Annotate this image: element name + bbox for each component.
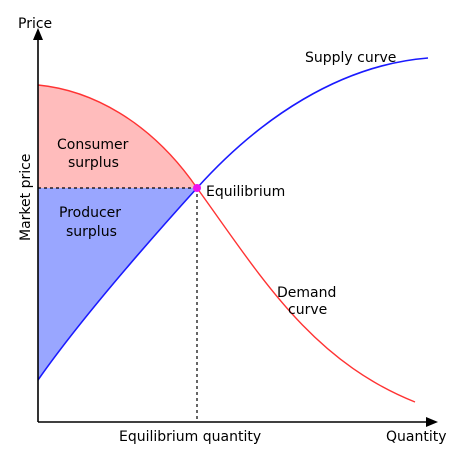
consumer-surplus-label-line2: surplus <box>68 155 119 171</box>
demand-curve-label-line1: Demand <box>277 285 336 301</box>
y-axis-arrow <box>33 28 43 40</box>
equilibrium-label: Equilibrium <box>206 184 285 200</box>
y-axis-label: Price <box>18 16 52 32</box>
supply-curve-label: Supply curve <box>305 50 396 66</box>
market-price-label: Market price <box>18 154 34 241</box>
equilibrium-quantity-label: Equilibrium quantity <box>119 429 261 445</box>
consumer-surplus-area <box>38 85 197 188</box>
producer-surplus-label-line2: surplus <box>66 224 117 240</box>
x-axis-arrow <box>426 417 438 427</box>
demand-curve <box>37 84 416 403</box>
consumer-surplus-label-line1: Consumer <box>57 137 129 153</box>
demand-curve-label-line2: curve <box>288 302 327 318</box>
x-axis-label: Quantity <box>386 429 447 445</box>
producer-surplus-area <box>38 188 197 380</box>
equilibrium-point <box>193 184 201 192</box>
producer-surplus-label-line1: Producer <box>59 205 121 221</box>
